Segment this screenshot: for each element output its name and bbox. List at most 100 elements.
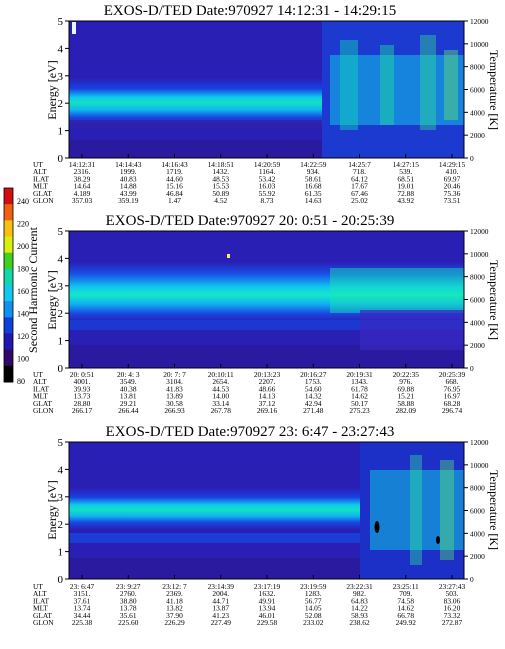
- colorbar-swatch: [4, 301, 13, 318]
- table-cell: 13.81: [120, 392, 137, 401]
- table-cell: 20: 0:51: [70, 370, 95, 379]
- table-cell: 266.44: [118, 406, 139, 415]
- colorbar-swatch: [4, 349, 13, 367]
- table-cell: 41.18: [166, 596, 183, 605]
- y2-tick-label: 0: [470, 575, 474, 584]
- y-tick-label: 1: [58, 547, 64, 559]
- table-cell: 4.52: [214, 196, 227, 205]
- y-axis-label: Energy [eV]: [45, 270, 59, 329]
- y2-tick-label: 12000: [470, 17, 489, 26]
- spike-3: [420, 35, 436, 130]
- y-tick-label: 1: [58, 336, 64, 348]
- table-cell: 1753.: [305, 377, 322, 386]
- colorbar-swatch: [4, 252, 13, 270]
- table-cell: 16.20: [444, 604, 461, 613]
- table-cell: 14:18:51: [208, 160, 235, 169]
- table-cell: 23:12: 7: [162, 582, 187, 591]
- colorbar-tick-label: 180: [17, 265, 29, 274]
- table-cell: 275.23: [349, 406, 370, 415]
- y2-tick-label: 8000: [470, 63, 485, 72]
- table-cell: 74.58: [397, 596, 414, 605]
- table-cell: 49.91: [259, 596, 276, 605]
- table-cell: 37.61: [74, 596, 91, 605]
- table-cell: 58.88: [397, 399, 414, 408]
- table-cell: 14.05: [305, 604, 322, 613]
- y-axis-label: Energy [eV]: [45, 60, 59, 119]
- table-cell: 226.29: [164, 618, 185, 627]
- panel-2: EXOS-D/TED Date:970927 20: 0:51 - 20:25:…: [33, 213, 501, 415]
- table-cell: 23:25:11: [393, 582, 419, 591]
- table-cell: 48.66: [259, 384, 276, 393]
- table-cell: 233.02: [303, 618, 324, 627]
- table-cell: 35.61: [120, 611, 137, 620]
- table-cell: 14.88: [120, 182, 137, 191]
- table-cell: 61.35: [305, 189, 322, 198]
- y-axis-ticks: 0 1 2 3 4 5: [58, 16, 69, 165]
- table-cell: 53.42: [259, 174, 276, 183]
- table-cell: 37.12: [259, 399, 276, 408]
- table-cell: 30.58: [166, 399, 183, 408]
- table-cell: 3549.: [120, 377, 137, 386]
- table-cell: 4001.: [74, 377, 91, 386]
- panel-title: EXOS-D/TED Date:970927 14:12:31 - 14:29:…: [104, 3, 396, 19]
- row-label: GLON: [33, 406, 54, 415]
- colorbar-swatch: [4, 268, 13, 286]
- table-cell: 76.95: [444, 384, 461, 393]
- dark-blob: [436, 536, 440, 544]
- table-cell: 83.06: [444, 596, 461, 605]
- table-cell: 16.68: [305, 182, 322, 191]
- table-cell: 13.82: [166, 604, 183, 613]
- table-cell: 2004.: [212, 589, 229, 598]
- row-label: GLAT: [33, 611, 52, 620]
- y-tick-label: 2: [58, 98, 64, 110]
- low-energy-band: [69, 120, 464, 128]
- table-cell: 14:12:31: [69, 160, 96, 169]
- dark-blob: [374, 521, 380, 533]
- table-cell: 8.73: [261, 196, 274, 205]
- table-cell: 67.46: [351, 189, 368, 198]
- table-cell: 37.90: [166, 611, 183, 620]
- table-cell: 58.93: [351, 611, 368, 620]
- y-tick-label: 1: [58, 126, 64, 138]
- table-cell: 229.58: [257, 618, 278, 627]
- row-label: ALT: [33, 167, 47, 176]
- table-cell: 2316.: [74, 167, 91, 176]
- table-cell: 41.23: [212, 611, 229, 620]
- table-cell: 69.88: [397, 384, 414, 393]
- main-emission-band: [69, 78, 322, 126]
- heatmap-plot: [68, 230, 465, 369]
- table-cell: 20:10:11: [208, 370, 234, 379]
- table-cell: 266.17: [72, 406, 93, 415]
- table-cell: 2654.: [212, 377, 229, 386]
- table-cell: 357.03: [72, 196, 93, 205]
- table-cell: 40.38: [120, 384, 137, 393]
- spike-1: [410, 455, 422, 565]
- y2-tick-label: 4000: [470, 529, 485, 538]
- table-cell: 14.00: [212, 392, 229, 401]
- table-cell: 34.44: [74, 611, 91, 620]
- row-label: ILAT: [33, 384, 49, 393]
- table-cell: 61.78: [351, 384, 368, 393]
- y2-tick-label: 2000: [470, 552, 485, 561]
- table-cell: 38.80: [120, 596, 137, 605]
- table-cell: 1.47: [168, 196, 181, 205]
- table-cell: 44.53: [212, 384, 229, 393]
- table-cell: 73.51: [444, 196, 461, 205]
- table-cell: 50.17: [351, 399, 368, 408]
- panel-title: EXOS-D/TED Date:970927 23: 6:47 - 23:27:…: [106, 424, 395, 440]
- table-cell: 41.83: [166, 384, 183, 393]
- white-artifact: [72, 22, 76, 34]
- table-cell: 72.88: [397, 189, 414, 198]
- panel-title: EXOS-D/TED Date:970927 20: 0:51 - 20:25:…: [106, 213, 395, 229]
- colorbar-swatch: [4, 365, 13, 383]
- row-label: UT: [33, 582, 43, 591]
- table-cell: 23:14:39: [208, 582, 235, 591]
- table-cell: 13.94: [259, 604, 276, 613]
- row-label: GLAT: [33, 189, 52, 198]
- table-cell: 14:27:15: [393, 160, 420, 169]
- table-cell: 15.16: [166, 182, 183, 191]
- row-label: GLON: [33, 196, 54, 205]
- y2-tick-label: 10000: [470, 250, 489, 259]
- table-cell: 1343.: [351, 377, 368, 386]
- table-cell: 14.62: [397, 604, 414, 613]
